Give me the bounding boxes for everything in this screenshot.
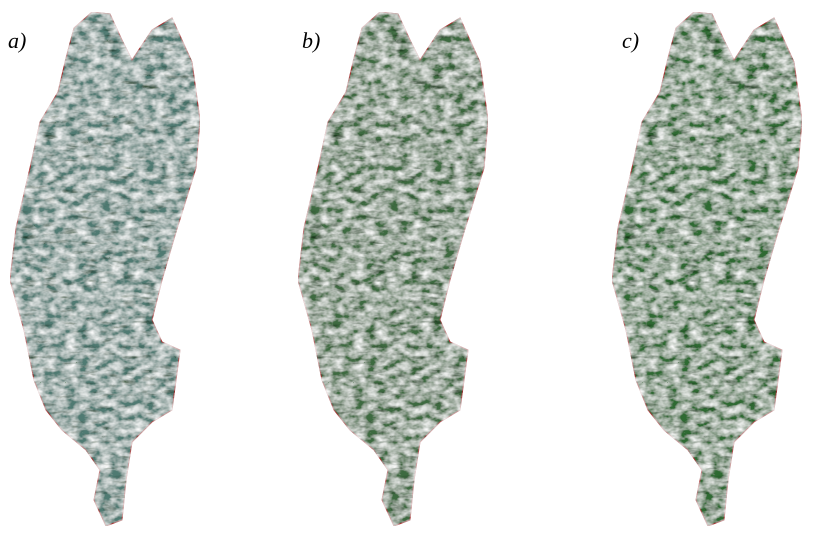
panel-a: a) <box>8 12 200 526</box>
page: {"panels": [{"label": "a)"}, {"label": "… <box>0 0 815 531</box>
satellite-image <box>298 12 488 526</box>
panel-label: c) <box>622 28 639 53</box>
figure: a) b) c) <box>0 0 815 531</box>
panel-b: b) <box>298 12 488 526</box>
satellite-image <box>10 12 200 526</box>
panel-c: c) <box>612 12 802 526</box>
panel-label: a) <box>8 28 26 53</box>
satellite-image <box>612 12 802 526</box>
panel-label: b) <box>302 28 320 53</box>
